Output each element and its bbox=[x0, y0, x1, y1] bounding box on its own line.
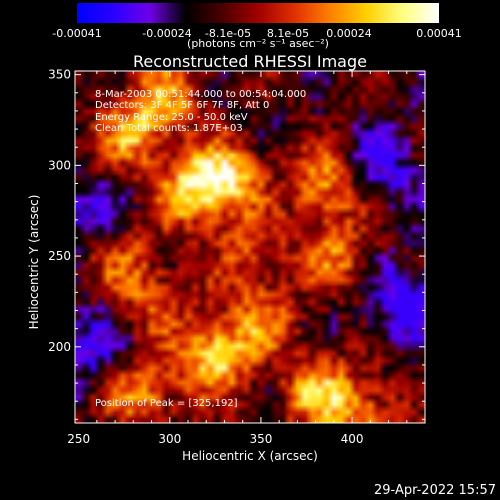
colorbar-tick: -8.1e-05 bbox=[204, 27, 252, 40]
x-tick-label: 300 bbox=[158, 432, 181, 446]
x-tick-label: 400 bbox=[341, 432, 364, 446]
colorbar-tick: -0.00024 bbox=[142, 27, 192, 40]
plot-frame bbox=[74, 70, 426, 424]
y-tick-label: 200 bbox=[48, 340, 71, 354]
colorbar-tick: 8.1e-05 bbox=[266, 27, 310, 40]
annotation-energy: Energy Range: 25.0 - 50.0 keV bbox=[95, 112, 248, 123]
x-tick-label: 250 bbox=[67, 432, 90, 446]
colorbar-tick: -0.00041 bbox=[52, 27, 102, 40]
colorbar-tick: 0.00024 bbox=[326, 27, 372, 40]
x-tick-label: 350 bbox=[249, 432, 272, 446]
colorbar-unit-label: (photons cm⁻² s⁻¹ asec⁻²) bbox=[187, 37, 329, 50]
annotation-time-range: 8-Mar-2003 00:51:44.000 to 00:54:04.000 bbox=[95, 89, 307, 100]
y-tick-label: 350 bbox=[48, 68, 71, 82]
y-tick-label: 250 bbox=[48, 249, 71, 263]
y-axis-label: Heliocentric Y (arcsec) bbox=[27, 194, 41, 330]
annotation-clean: Clean Total counts: 1.87E+03 bbox=[95, 123, 243, 134]
annotation-detectors: Detectors: 3F 4F 5F 6F 7F 8F, Att 0 bbox=[95, 100, 270, 111]
chart-title: Reconstructed RHESSI Image bbox=[133, 52, 367, 71]
y-tick-label: 300 bbox=[48, 158, 71, 172]
timestamp: 29-Apr-2022 15:57 bbox=[374, 483, 496, 498]
colorbar-tick: 0.00041 bbox=[416, 27, 462, 40]
heatmap-image bbox=[75, 71, 425, 423]
annotation-peak-position: Position of Peak = [325,192] bbox=[95, 398, 238, 409]
y-axis: 200 250 300 350 bbox=[48, 68, 425, 420]
colorbar bbox=[77, 3, 439, 23]
x-axis: 250 300 350 400 bbox=[67, 71, 426, 446]
x-axis-label: Heliocentric X (arcsec) bbox=[182, 449, 318, 463]
